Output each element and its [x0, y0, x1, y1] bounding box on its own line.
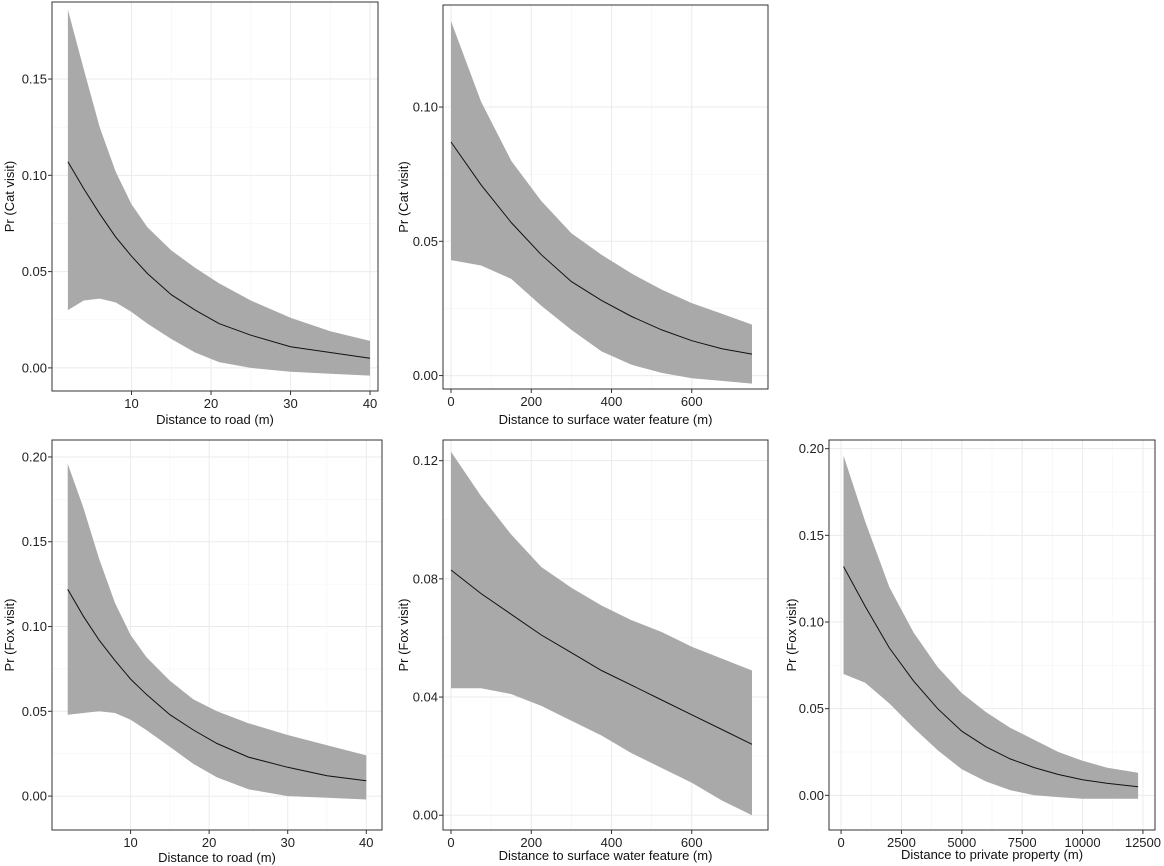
x-tick-label: 200 [520, 835, 542, 850]
x-tick-label: 0 [447, 394, 454, 409]
x-tick-label: 12500 [1125, 835, 1161, 850]
fitted-line [67, 161, 371, 359]
x-tick-label: 0 [837, 835, 844, 850]
fitted-line [67, 588, 367, 782]
confidence-ribbon [451, 451, 752, 816]
y-tick-label: 0.10 [413, 100, 438, 115]
confidence-ribbon [67, 9, 371, 376]
x-tick-label: 10 [124, 396, 138, 411]
y-axis-title: Pr (Cat visit) [396, 161, 411, 233]
y-tick-label: 0.12 [413, 453, 438, 468]
y-tick-label: 0.04 [413, 690, 438, 705]
x-tick-label: 7500 [1008, 835, 1037, 850]
chart-panel-fox-water: 0 200 400 600 0.00 0.04 0.08 0.12 Distance to su… [396, 439, 769, 863]
x-tick-label: 400 [601, 835, 623, 850]
y-tick-label: 0.15 [22, 534, 47, 549]
x-tick-label: 40 [359, 835, 373, 850]
y-tick-label: 0.15 [799, 528, 824, 543]
y-tick-label: 0.00 [413, 368, 438, 383]
x-tick-label: 400 [601, 394, 623, 409]
fitted-line [843, 566, 1139, 788]
x-tick-label: 10000 [1064, 835, 1100, 850]
panel-border [828, 439, 1156, 831]
y-axis-title: Pr (Fox visit) [784, 599, 799, 672]
panel-border [442, 439, 769, 831]
x-axis-title: Distance to private property (m) [901, 847, 1083, 862]
x-tick-label: 30 [283, 396, 297, 411]
y-tick-label: 0.08 [413, 571, 438, 586]
x-tick-label: 40 [363, 396, 377, 411]
confidence-ribbon [451, 21, 752, 384]
panel-border [442, 4, 769, 390]
y-tick-label: 0.05 [413, 234, 438, 249]
x-tick-label: 5000 [947, 835, 976, 850]
x-tick-label: 0 [447, 835, 454, 850]
x-tick-label: 2500 [887, 835, 916, 850]
x-axis-title: Distance to surface water feature (m) [499, 412, 713, 427]
panel-border [51, 439, 383, 831]
chart-panel-cat-water: 0 200 400 600 0.00 0.05 0.10 Distance to surfac… [396, 4, 769, 427]
x-axis-title: Distance to road (m) [158, 850, 276, 865]
confidence-ribbon [67, 463, 367, 800]
y-tick-label: 0.00 [799, 788, 824, 803]
y-tick-label: 0.10 [22, 168, 47, 183]
chart-panel-fox-road: 10 20 30 40 0.00 0.05 0.10 0.15 0.20 Distance to … [2, 439, 383, 865]
y-axis-title: Pr (Fox visit) [2, 599, 17, 672]
y-tick-label: 0.00 [22, 789, 47, 804]
y-tick-label: 0.00 [413, 808, 438, 823]
x-tick-label: 600 [681, 835, 703, 850]
x-tick-label: 10 [123, 835, 137, 850]
x-tick-label: 20 [202, 835, 216, 850]
chart-panel-cat-road: 10 20 30 40 0.00 0.05 0.10 0.15 Distance to road… [2, 1, 379, 427]
y-tick-label: 0.00 [22, 360, 47, 375]
x-axis-title: Distance to surface water feature (m) [499, 848, 713, 863]
y-tick-label: 0.10 [799, 615, 824, 630]
chart-panel-fox-property: 0 2500 5000 7500 10000 12500 0.00 0.05 0.10 0.15 0… [784, 439, 1161, 862]
y-axis-title: Pr (Cat visit) [2, 161, 17, 233]
y-axis-title: Pr (Fox visit) [396, 599, 411, 672]
x-tick-label: 20 [204, 396, 218, 411]
fitted-line [450, 569, 753, 745]
y-tick-label: 0.20 [22, 449, 47, 464]
fitted-line [450, 141, 753, 355]
y-tick-label: 0.15 [22, 72, 47, 87]
y-tick-label: 0.05 [22, 704, 47, 719]
y-tick-label: 0.10 [22, 619, 47, 634]
x-axis-title: Distance to road (m) [156, 412, 274, 427]
y-tick-label: 0.20 [799, 441, 824, 456]
confidence-ribbon [843, 455, 1139, 799]
y-tick-label: 0.05 [799, 701, 824, 716]
x-tick-label: 200 [520, 394, 542, 409]
x-tick-label: 600 [681, 394, 703, 409]
x-tick-label: 30 [280, 835, 294, 850]
y-tick-label: 0.05 [22, 264, 47, 279]
panel-border [51, 1, 379, 392]
